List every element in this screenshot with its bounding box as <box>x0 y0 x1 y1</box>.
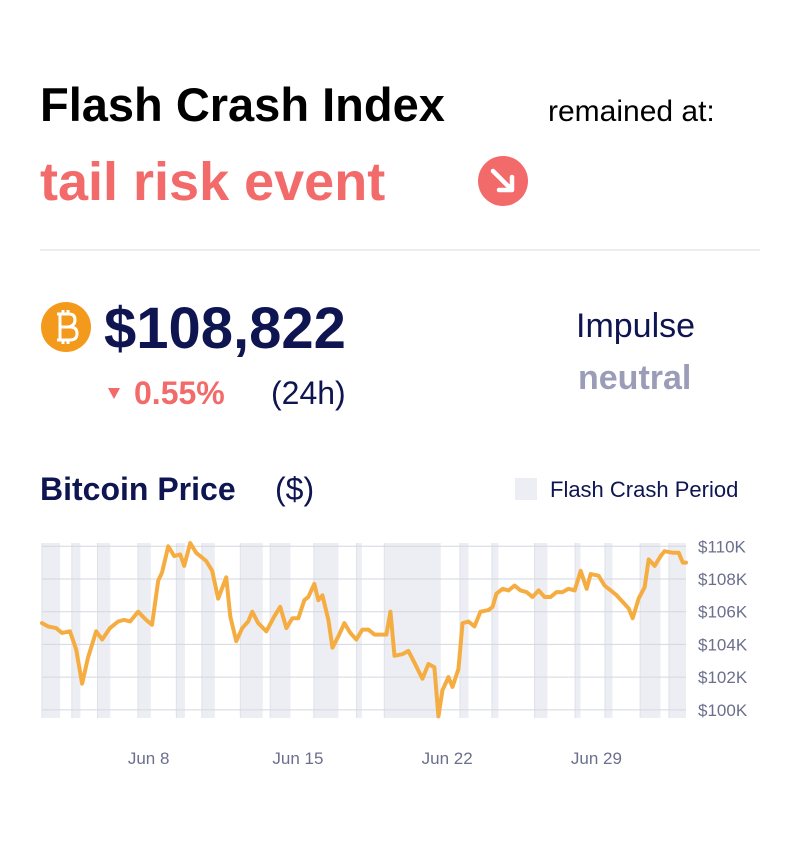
legend-swatch <box>515 478 537 500</box>
flash-crash-band <box>640 543 661 718</box>
flash-crash-band <box>270 543 291 718</box>
flash-crash-band <box>71 543 81 718</box>
flash-crash-band <box>356 543 362 718</box>
flash-crash-band <box>668 543 686 718</box>
y-tick-label: $110K <box>698 537 747 556</box>
down-arrow <box>108 388 120 399</box>
flash-crash-band <box>459 543 469 718</box>
status-icon <box>478 156 528 206</box>
x-tick-label: Jun 29 <box>571 749 622 768</box>
price-change: 0.55% <box>134 375 225 411</box>
title-suffix: remained at: <box>548 95 715 128</box>
flash-crash-band <box>201 543 215 718</box>
flash-crash-band <box>137 543 151 718</box>
bitcoin-icon <box>41 302 91 352</box>
flash-crash-band <box>176 543 185 718</box>
legend-label: Flash Crash Period <box>550 477 738 502</box>
price-line <box>40 541 688 719</box>
y-tick-label: $106K <box>698 603 748 622</box>
flash-crash-band <box>491 543 499 718</box>
y-tick-label: $104K <box>698 635 748 654</box>
flash-crash-band <box>575 543 581 718</box>
x-tick-label: Jun 22 <box>422 749 473 768</box>
flash-crash-band <box>313 543 339 718</box>
flash-crash-band <box>42 543 61 718</box>
x-tick-label: Jun 15 <box>272 749 323 768</box>
status: tail risk event <box>40 152 385 212</box>
impulse-label: Impulse <box>576 307 695 345</box>
y-tick-label: $100K <box>698 701 748 720</box>
y-tick-label: $102K <box>698 668 748 687</box>
x-tick-label: Jun 8 <box>128 749 170 768</box>
chart-title: Bitcoin Price <box>40 471 236 507</box>
flash-crash-band <box>534 543 548 718</box>
plot: $100K $102K $104K $106K $108K $110K Jun 8 Jun 1… <box>40 537 748 768</box>
flash-crash-band <box>604 543 613 718</box>
change-period: (24h) <box>271 375 346 411</box>
impulse-value: neutral <box>578 359 691 397</box>
price: $108,822 <box>104 296 346 361</box>
flash-crash-band <box>97 543 111 718</box>
flash-crash-band <box>240 543 263 718</box>
y-tick-label: $108K <box>698 570 748 589</box>
title: Flash Crash Index <box>40 78 445 131</box>
chart-unit: ($) <box>275 471 314 507</box>
